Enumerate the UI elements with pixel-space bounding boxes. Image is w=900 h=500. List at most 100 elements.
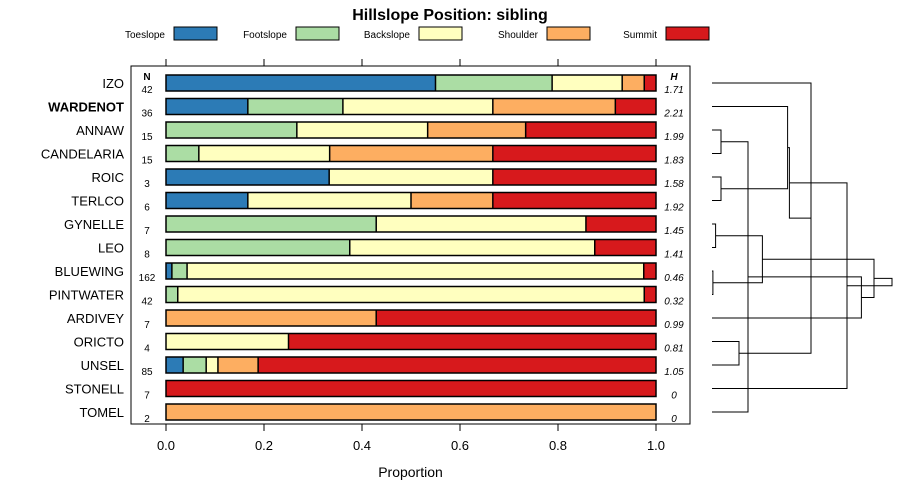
dendrogram-link-1 xyxy=(712,176,722,201)
chart-title: Hillslope Position: sibling xyxy=(352,7,548,24)
bar-outline-leo xyxy=(165,238,657,257)
category-label-candelaria: CANDELARIA xyxy=(41,147,124,162)
bar-segment-roic-backslope xyxy=(329,169,493,185)
category-label-bluewing: BLUEWING xyxy=(55,264,124,279)
dendrogram-link-11 xyxy=(712,182,848,389)
h-value-pintwater: 0.32 xyxy=(664,297,684,308)
n-value-roic: 3 xyxy=(144,179,150,190)
bar-segment-unsel-summit xyxy=(258,357,656,373)
bar-outline-gynelle xyxy=(165,215,657,233)
dendrogram-link-3 xyxy=(712,270,714,295)
n-value-stonell: 7 xyxy=(144,391,150,402)
h-value-bluewing: 0.46 xyxy=(664,273,684,284)
n-value-oricto: 4 xyxy=(144,344,150,355)
bar-outline-stonell xyxy=(165,379,657,398)
bar-segment-izo-toeslope xyxy=(166,75,436,91)
dendrogram-link-13 xyxy=(847,277,893,287)
x-tick-label-0-6: 0.6 xyxy=(451,438,469,453)
h-value-leo: 1.41 xyxy=(664,250,683,261)
legend-swatch-backslope xyxy=(418,26,463,41)
bar-outline-tomel xyxy=(165,403,657,421)
legend-swatch-toeslope xyxy=(173,26,218,41)
h-value-terlco: 1.92 xyxy=(664,203,684,214)
bar-outline-candelaria xyxy=(165,144,657,163)
x-tick-label-0-2: 0.2 xyxy=(255,438,273,453)
category-label-izo: IZO xyxy=(102,76,124,91)
h-value-tomel: 0 xyxy=(671,414,677,425)
legend: Toeslope Footslope Backslope Shoulder Summit xyxy=(125,26,710,41)
n-value-leo: 8 xyxy=(144,250,150,261)
x-axis-label: Proportion xyxy=(378,464,443,480)
category-label-oricto: ORICTO xyxy=(74,335,124,350)
bar-segment-leo-backslope xyxy=(349,239,595,256)
bar-segment-wardenot-shoulder xyxy=(492,98,616,115)
h-value-gynelle: 1.45 xyxy=(664,226,684,237)
row-labels: IZO WARDENOT ANNAW CANDELARIA ROIC TERLCO GYNE… xyxy=(41,76,125,420)
bar-segment-unsel-shoulder xyxy=(217,357,259,373)
n-value-tomel: 2 xyxy=(144,414,150,425)
bar-segment-pintwater-footslope xyxy=(166,286,178,303)
n-header: N xyxy=(143,72,150,83)
bar-segment-roic-summit xyxy=(492,169,656,185)
bar-segment-izo-shoulder xyxy=(622,75,645,91)
n-value-ardivey: 7 xyxy=(144,320,150,331)
n-value-candelaria: 15 xyxy=(141,156,153,167)
bar-segment-unsel-toeslope xyxy=(166,357,184,373)
n-value-wardenot: 36 xyxy=(141,109,153,120)
bar-segment-terlco-shoulder xyxy=(411,192,493,209)
bar-segment-candelaria-footslope xyxy=(166,145,199,162)
legend-swatch-shoulder xyxy=(546,26,591,41)
n-value-unsel: 85 xyxy=(141,367,153,378)
bar-segment-stonell-summit xyxy=(166,380,656,397)
category-label-wardenot: WARDENOT xyxy=(48,100,124,115)
category-label-pintwater: PINTWATER xyxy=(49,288,124,303)
bar-outline-izo xyxy=(165,74,657,92)
h-header: H xyxy=(670,72,678,83)
h-value-unsel: 1.05 xyxy=(664,367,684,378)
bar-segment-oricto-summit xyxy=(288,333,656,350)
bar-segment-roic-toeslope xyxy=(166,169,330,185)
category-label-ardivey: ARDIVEY xyxy=(67,311,124,326)
bar-segment-bluewing-toeslope xyxy=(166,263,172,279)
dendrogram-link-0 xyxy=(712,129,722,154)
bar-outline-ardivey xyxy=(165,309,657,327)
legend-label-summit: Summit xyxy=(623,30,657,41)
dendrogram-link-8 xyxy=(712,235,763,284)
bar-segment-unsel-backslope xyxy=(206,357,218,373)
n-value-bluewing: 162 xyxy=(139,273,156,284)
category-label-unsel: UNSEL xyxy=(81,358,124,373)
h-value-izo: 1.71 xyxy=(664,85,683,96)
n-value-terlco: 6 xyxy=(144,203,150,214)
legend-label-shoulder: Shoulder xyxy=(498,30,539,41)
h-value-stonell: 0 xyxy=(671,391,677,402)
category-label-terlco: TERLCO xyxy=(71,194,124,209)
category-label-stonell: STONELL xyxy=(65,382,124,397)
bar-segment-leo-summit xyxy=(594,239,656,256)
bar-outline-terlco xyxy=(165,191,657,210)
bar-segment-izo-summit xyxy=(644,75,656,91)
category-label-leo: LEO xyxy=(98,241,124,256)
bar-segment-candelaria-shoulder xyxy=(329,145,493,162)
top-ticks xyxy=(165,59,657,66)
bar-segment-pintwater-summit xyxy=(644,286,656,303)
legend-swatch-footslope xyxy=(295,26,340,41)
bar-outline-wardenot xyxy=(165,97,657,116)
x-tick-label-0-8: 0.8 xyxy=(549,438,567,453)
legend-label-toeslope: Toeslope xyxy=(125,30,165,41)
dendrogram-link-6 xyxy=(712,106,789,190)
dendrogram-link-12 xyxy=(762,258,875,298)
category-label-roic: ROIC xyxy=(92,170,125,185)
legend-label-backslope: Backslope xyxy=(364,30,411,41)
n-value-izo: 42 xyxy=(141,85,153,96)
dendrogram-link-2 xyxy=(712,223,717,248)
bar-segment-unsel-footslope xyxy=(183,357,207,373)
h-value-candelaria: 1.83 xyxy=(664,156,684,167)
bar-segment-oricto-backslope xyxy=(166,333,289,350)
bar-segment-terlco-toeslope xyxy=(166,192,248,209)
bar-segment-wardenot-footslope xyxy=(247,98,343,115)
h-value-ardivey: 0.99 xyxy=(664,320,684,331)
bar-outline-bluewing xyxy=(165,262,657,280)
bar-segment-bluewing-backslope xyxy=(187,263,644,279)
category-label-annaw: ANNAW xyxy=(76,123,125,138)
bar-outline-pintwater xyxy=(165,285,657,304)
